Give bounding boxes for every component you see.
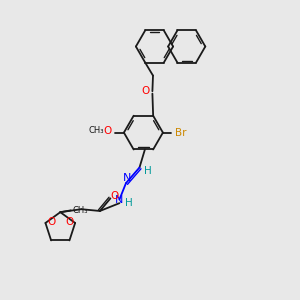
Text: O: O — [142, 85, 150, 96]
Text: N: N — [123, 173, 132, 183]
Text: H: H — [144, 166, 152, 176]
Text: CH₃: CH₃ — [88, 126, 104, 135]
Text: Br: Br — [175, 128, 187, 138]
Text: O: O — [65, 217, 73, 227]
Text: CH₃: CH₃ — [73, 206, 88, 215]
Text: N: N — [115, 195, 124, 205]
Text: O: O — [47, 217, 56, 227]
Text: H: H — [124, 198, 132, 208]
Text: O: O — [103, 126, 112, 136]
Text: O: O — [110, 191, 119, 201]
